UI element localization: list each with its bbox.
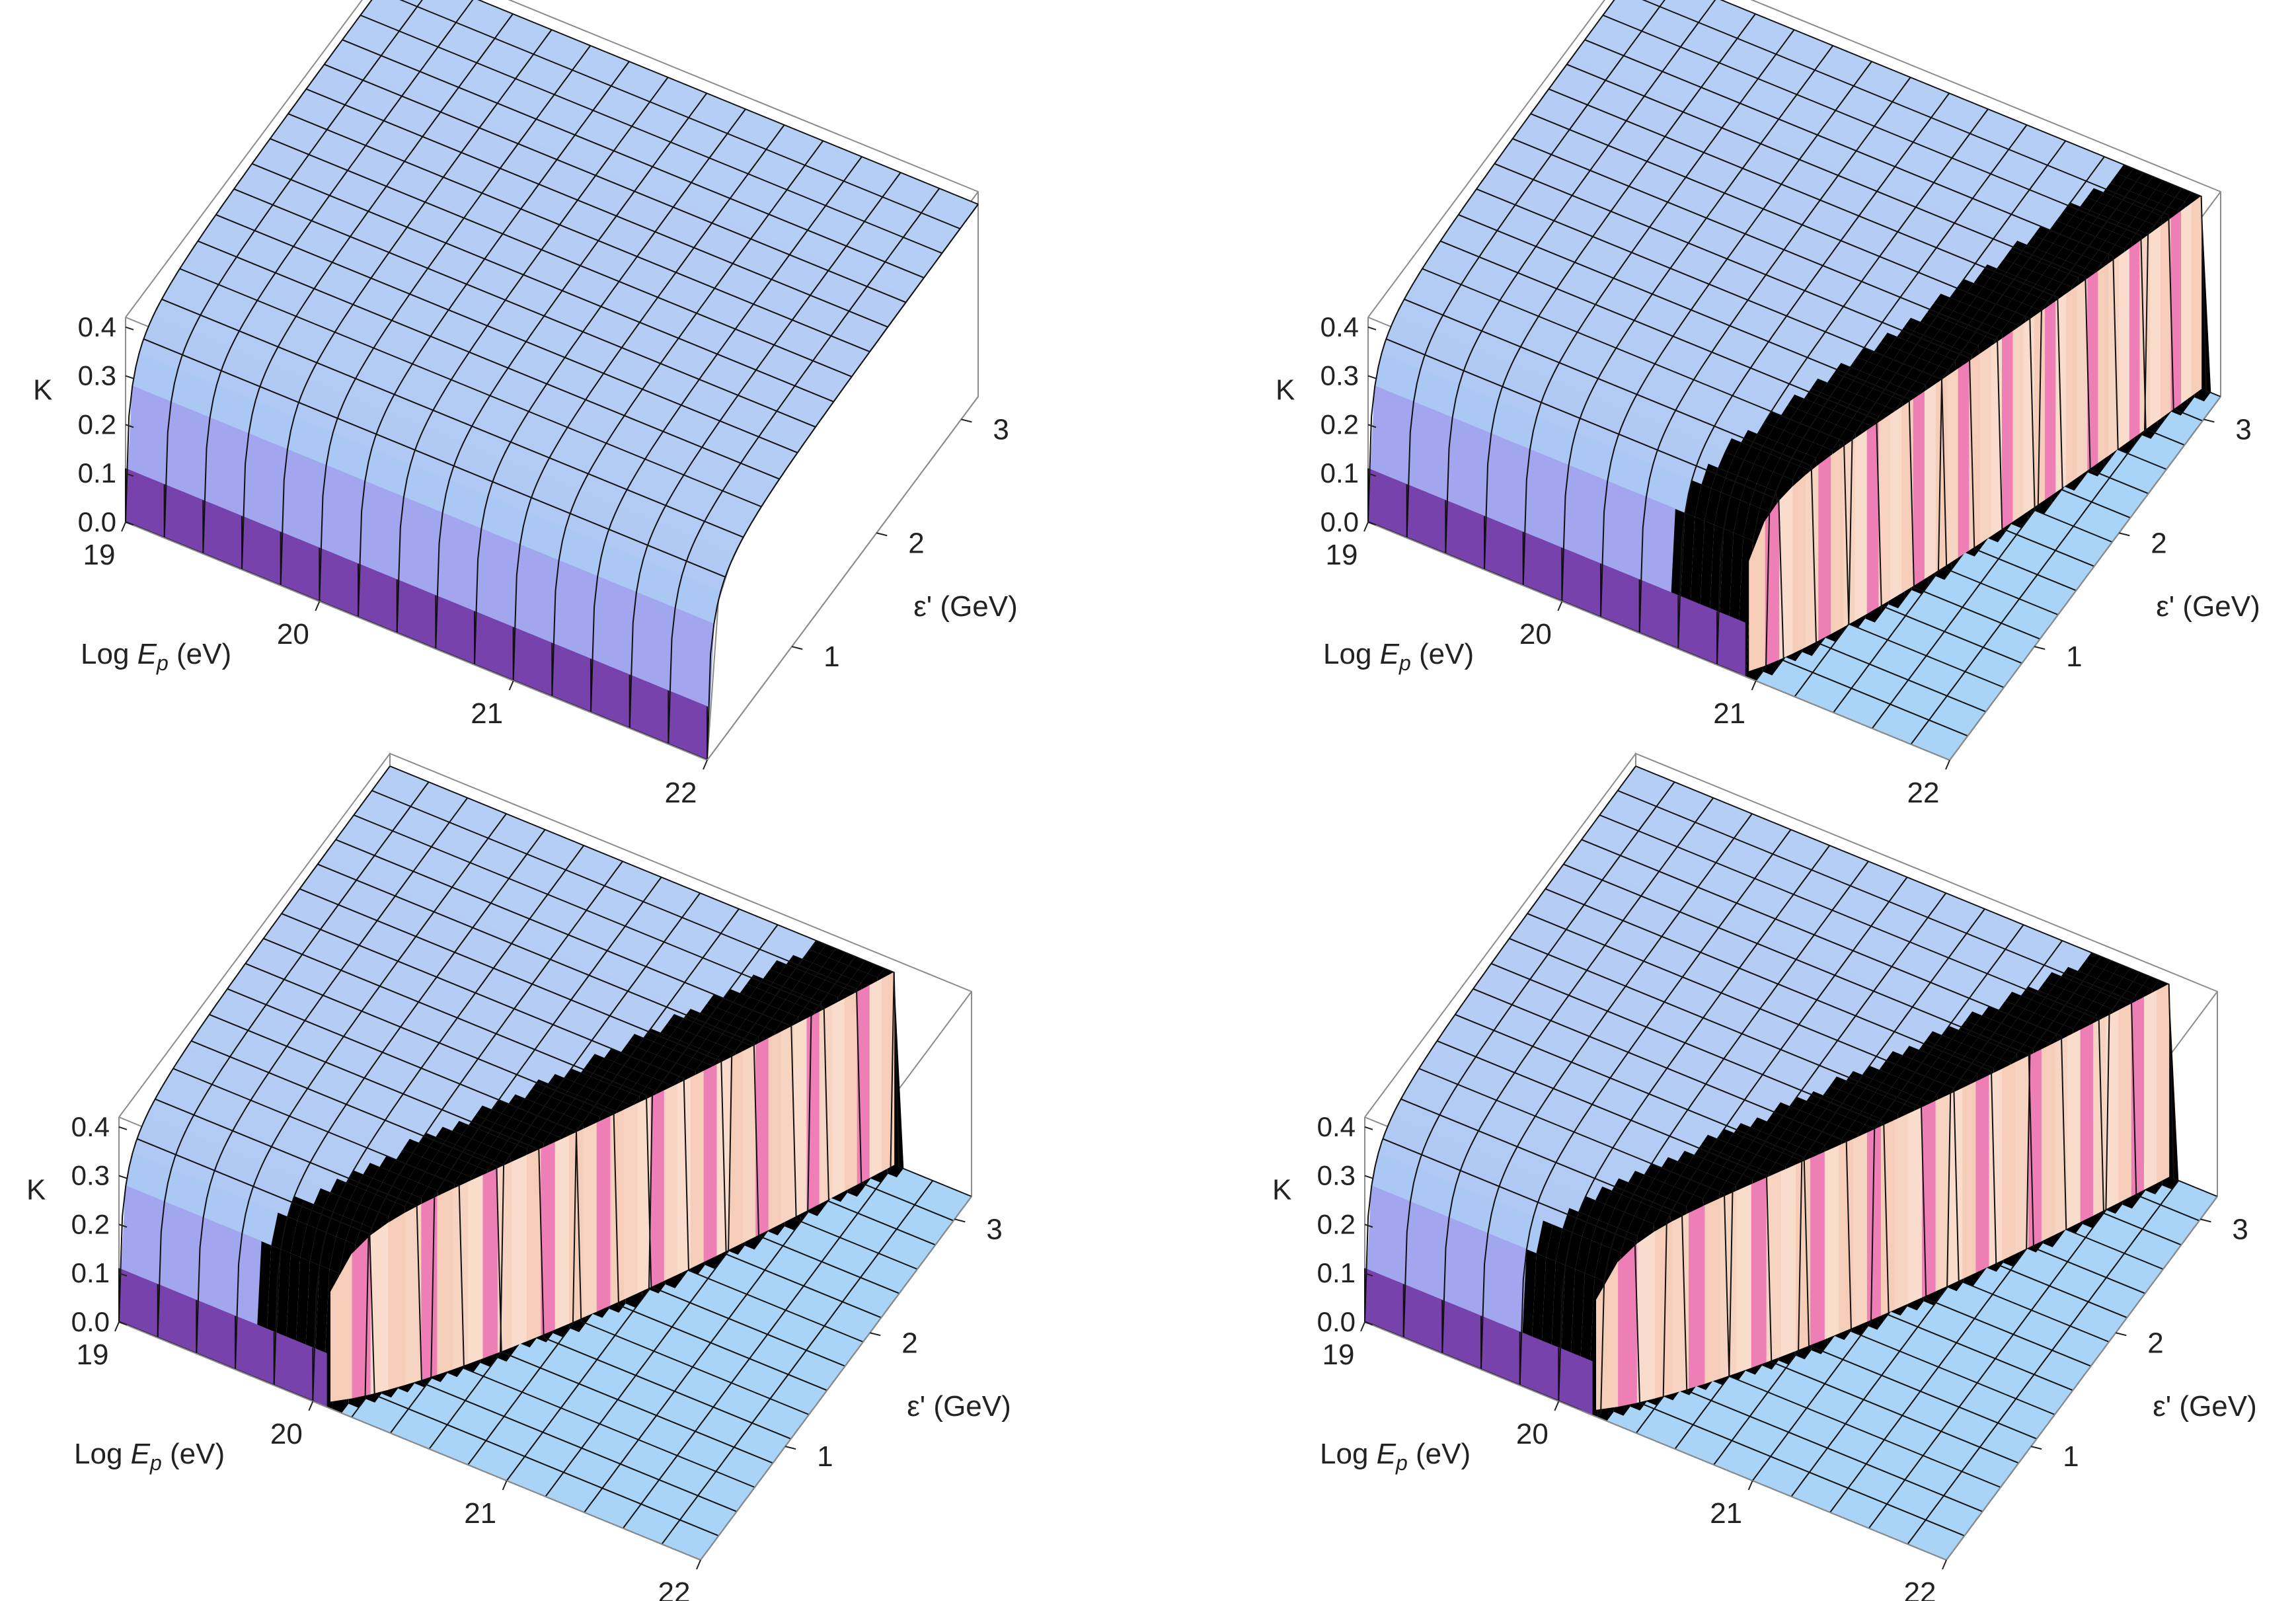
cliff-face	[2149, 225, 2161, 427]
skirt-patch	[1424, 491, 1444, 554]
cliff-face	[2118, 248, 2129, 449]
cliff-face	[1957, 361, 1970, 559]
x-tick-label: 21	[471, 697, 503, 730]
x-tick-label: 19	[83, 539, 116, 571]
cliff-face	[2012, 323, 2024, 522]
y-tick-label: 1	[823, 641, 839, 673]
skirt-patch	[1556, 545, 1576, 608]
cliff-face	[1854, 430, 1867, 621]
x-tick-mark	[703, 760, 708, 770]
x-tick-label: 22	[665, 777, 697, 809]
z-tick-label: 0.4	[78, 311, 116, 342]
cliff-face	[2086, 271, 2098, 471]
cliff-face	[2076, 278, 2088, 479]
cliff-face	[2065, 286, 2077, 486]
x-tick-mark	[315, 601, 321, 611]
z-tick-label: 0.2	[78, 409, 116, 440]
skirt-patch	[1593, 561, 1614, 623]
cliff-face	[2097, 263, 2109, 464]
cliff-face	[1979, 346, 1991, 544]
cliff-face	[2001, 331, 2013, 529]
z-tick-label: 0.0	[78, 506, 116, 537]
y-tick-mark	[876, 532, 888, 537]
cliff-face	[1923, 383, 1936, 580]
z-tick-mark	[125, 375, 134, 379]
x-tick-mark	[508, 680, 514, 691]
cliff-face	[1866, 422, 1879, 615]
box-left-top-edge	[125, 0, 364, 318]
x-tick-label: 20	[277, 618, 309, 650]
cliff-face	[1792, 475, 1806, 654]
skirt-patch	[1387, 475, 1406, 539]
skirt-patch	[1537, 537, 1557, 600]
y-tick-label: 3	[993, 413, 1009, 446]
cliff-face	[2180, 203, 2192, 405]
skirt-patch	[1518, 529, 1539, 592]
panel-top-left: 0.0 0.1 0.2 0.3 0.4 K 19 20 21 22 Log Ep (eV) 1 2 3 ε'…	[33, 0, 1018, 809]
skirt-patch	[1726, 614, 1745, 678]
z-axis-label: K	[33, 374, 52, 407]
skirt-patch	[1575, 553, 1595, 615]
y-tick-mark	[961, 418, 972, 423]
cliff-face	[1890, 407, 1902, 601]
skirt-patch	[1688, 599, 1708, 662]
y-axis-label: ε' (GeV)	[913, 590, 1018, 623]
z-tick-mark	[125, 326, 134, 331]
skirt-patch	[1500, 522, 1519, 585]
cliff-face	[1946, 368, 1958, 566]
skirt-patch	[1367, 468, 1387, 531]
x-axis-label: Log Ep (eV)	[81, 638, 231, 675]
skirt-patch	[1613, 568, 1632, 631]
cliff-face	[1830, 446, 1843, 635]
skirt-patch	[1650, 584, 1670, 646]
z-tick-label: 0.1	[78, 457, 116, 488]
x-tick-mark	[121, 522, 126, 532]
cliff-face	[1912, 391, 1925, 587]
cliff-face	[2044, 301, 2056, 500]
cliff-face	[2190, 196, 2202, 397]
cliff-face	[2170, 210, 2182, 412]
skirt-patch	[1462, 506, 1482, 569]
y-tick-label: 2	[908, 527, 924, 559]
z-tick-label: 0.3	[78, 360, 116, 391]
y-tick-mark	[791, 646, 803, 650]
cliff-face	[2128, 241, 2140, 442]
cliff-face	[1818, 455, 1831, 641]
